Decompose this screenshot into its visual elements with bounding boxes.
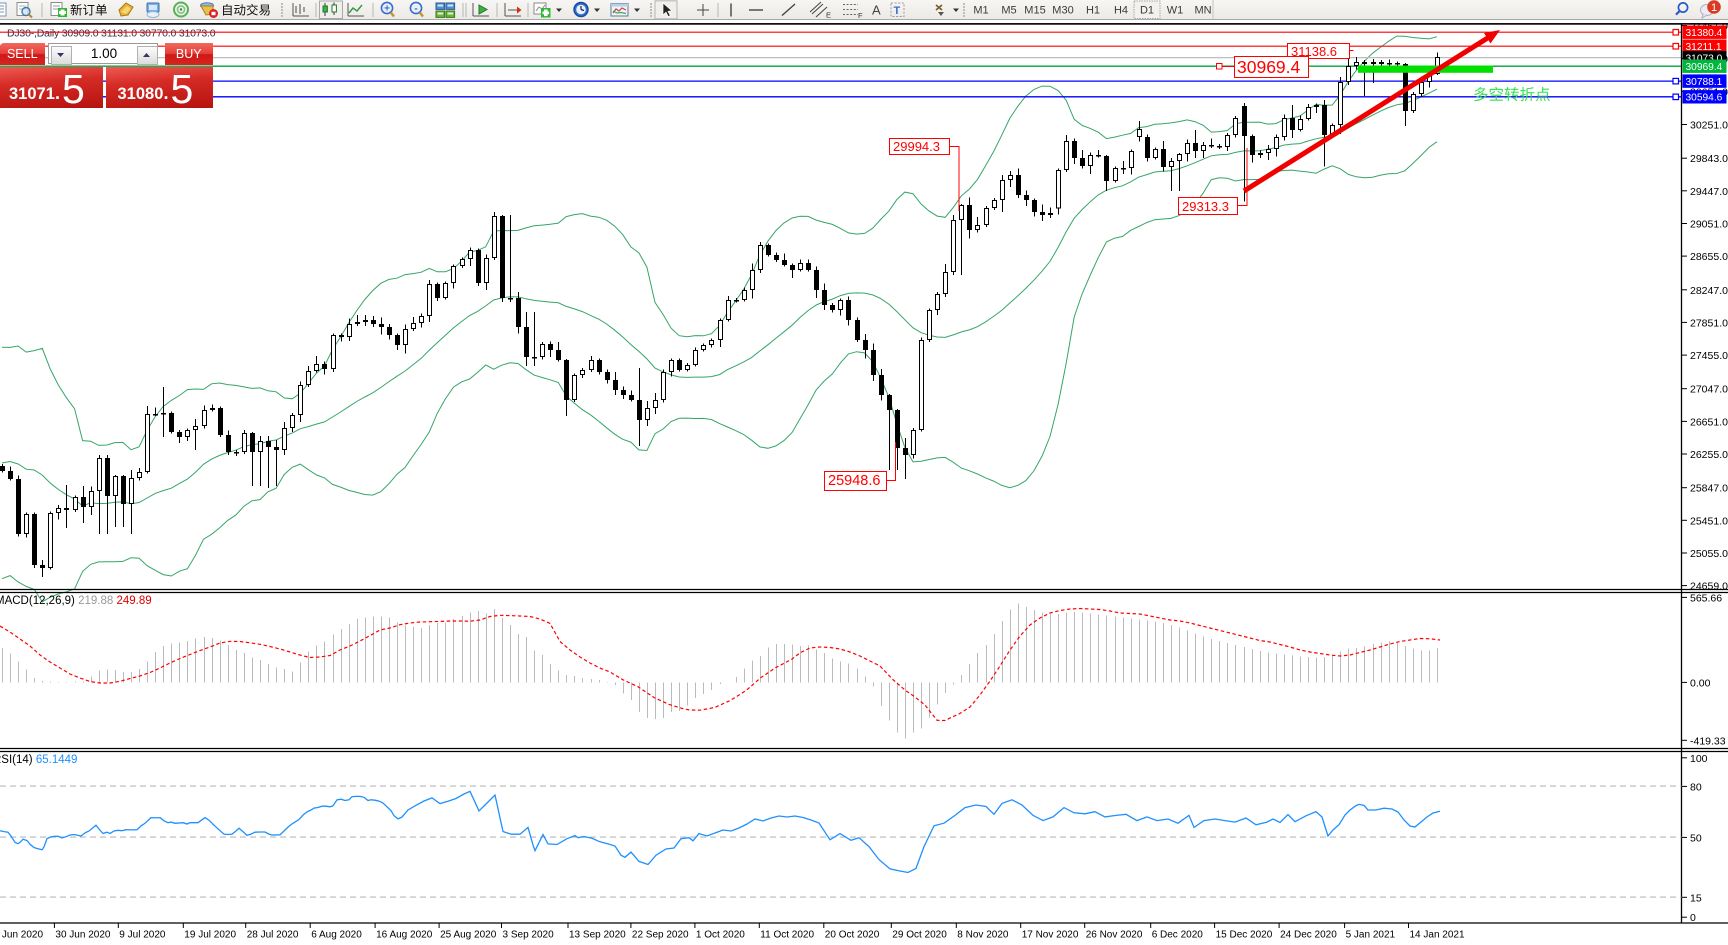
svg-text:DJ30-,Daily 30909.0 31131.0 3: DJ30-,Daily 30909.0 31131.0 30770.0 3107… xyxy=(7,28,216,40)
svg-text:11 Oct 2020: 11 Oct 2020 xyxy=(760,930,814,941)
svg-text:28 Jul 2020: 28 Jul 2020 xyxy=(247,930,299,941)
svg-text:15: 15 xyxy=(1690,892,1702,904)
svg-text:28655.0: 28655.0 xyxy=(1690,251,1728,263)
svg-text:F: F xyxy=(858,11,863,20)
svg-text:29447.0: 29447.0 xyxy=(1690,186,1728,198)
svg-text:26651.0: 26651.0 xyxy=(1690,416,1728,428)
svg-text:16 Aug 2020: 16 Aug 2020 xyxy=(376,930,433,941)
svg-text:17 Nov 2020: 17 Nov 2020 xyxy=(1022,930,1079,941)
svg-text:M1: M1 xyxy=(973,5,988,17)
svg-text:6 Dec 2020: 6 Dec 2020 xyxy=(1152,930,1204,941)
svg-text:13 Sep 2020: 13 Sep 2020 xyxy=(569,930,626,941)
svg-text:W1: W1 xyxy=(1167,5,1184,17)
svg-text:26 Nov 2020: 26 Nov 2020 xyxy=(1086,930,1143,941)
svg-text:14 Jan 2021: 14 Jan 2021 xyxy=(1410,930,1465,941)
svg-text:50: 50 xyxy=(1690,832,1702,844)
svg-text:29 Oct 2020: 29 Oct 2020 xyxy=(892,930,947,941)
svg-text:31211.1: 31211.1 xyxy=(1686,42,1722,53)
svg-text:29843.0: 29843.0 xyxy=(1690,153,1728,165)
svg-text:25847.0: 25847.0 xyxy=(1690,483,1728,495)
svg-text:100: 100 xyxy=(1690,753,1708,765)
svg-text:1 Oct 2020: 1 Oct 2020 xyxy=(696,930,745,941)
svg-text:M5: M5 xyxy=(1001,5,1016,17)
svg-text:26255.0: 26255.0 xyxy=(1690,449,1728,461)
svg-text:28247.0: 28247.0 xyxy=(1690,285,1728,297)
svg-text:H4: H4 xyxy=(1114,5,1128,17)
svg-text:5 Jan 2021: 5 Jan 2021 xyxy=(1346,930,1396,941)
svg-text:25055.0: 25055.0 xyxy=(1690,548,1728,560)
svg-text:A: A xyxy=(872,3,881,18)
svg-text:9 Jul 2020: 9 Jul 2020 xyxy=(119,930,166,941)
svg-text:RSI(14) 65.1449: RSI(14) 65.1449 xyxy=(0,754,77,766)
svg-text:8 Nov 2020: 8 Nov 2020 xyxy=(957,930,1009,941)
svg-text:6 Aug 2020: 6 Aug 2020 xyxy=(311,930,362,941)
svg-text:27047.0: 27047.0 xyxy=(1690,384,1728,396)
svg-text:24 Dec 2020: 24 Dec 2020 xyxy=(1280,930,1337,941)
svg-text:0: 0 xyxy=(1690,912,1696,924)
svg-text:-419.33: -419.33 xyxy=(1690,735,1726,747)
svg-text:565.66: 565.66 xyxy=(1690,592,1722,604)
svg-text:18 Jun 2020: 18 Jun 2020 xyxy=(0,930,43,941)
svg-text:31380.4: 31380.4 xyxy=(1686,28,1723,39)
svg-text:T: T xyxy=(894,5,901,17)
svg-text:30594.6: 30594.6 xyxy=(1686,93,1723,104)
svg-text:3 Sep 2020: 3 Sep 2020 xyxy=(503,930,555,941)
svg-text:1: 1 xyxy=(1711,2,1717,14)
svg-text:29051.0: 29051.0 xyxy=(1690,219,1728,231)
svg-text:MACD(12,26,9) 219.88 249.89: MACD(12,26,9) 219.88 249.89 xyxy=(0,595,152,607)
svg-text:27455.0: 27455.0 xyxy=(1690,350,1728,362)
svg-text:D1: D1 xyxy=(1140,5,1154,17)
svg-text:MN: MN xyxy=(1194,5,1211,17)
svg-text:20 Oct 2020: 20 Oct 2020 xyxy=(825,930,880,941)
svg-text:27851.0: 27851.0 xyxy=(1690,317,1728,329)
svg-text:25451.0: 25451.0 xyxy=(1690,515,1728,527)
svg-text:24659.0: 24659.0 xyxy=(1690,581,1728,593)
svg-text:30251.0: 30251.0 xyxy=(1690,120,1728,132)
svg-text:31073.0: 31073.0 xyxy=(1686,53,1723,64)
svg-text:19 Jul 2020: 19 Jul 2020 xyxy=(184,930,236,941)
svg-text:+: + xyxy=(384,4,390,15)
svg-text:25 Aug 2020: 25 Aug 2020 xyxy=(440,930,497,941)
svg-text:0.00: 0.00 xyxy=(1690,677,1711,689)
svg-text:15 Dec 2020: 15 Dec 2020 xyxy=(1216,930,1273,941)
svg-text:30788.1: 30788.1 xyxy=(1686,77,1723,88)
svg-text:-: - xyxy=(414,4,417,15)
svg-text:H1: H1 xyxy=(1086,5,1100,17)
svg-text:M30: M30 xyxy=(1052,5,1073,17)
svg-text:80: 80 xyxy=(1690,781,1702,793)
svg-text:E: E xyxy=(826,11,831,20)
svg-text:M15: M15 xyxy=(1024,5,1045,17)
svg-text:30 Jun 2020: 30 Jun 2020 xyxy=(55,930,110,941)
svg-text:22 Sep 2020: 22 Sep 2020 xyxy=(632,930,689,941)
svg-text:30969.4: 30969.4 xyxy=(1686,62,1723,73)
